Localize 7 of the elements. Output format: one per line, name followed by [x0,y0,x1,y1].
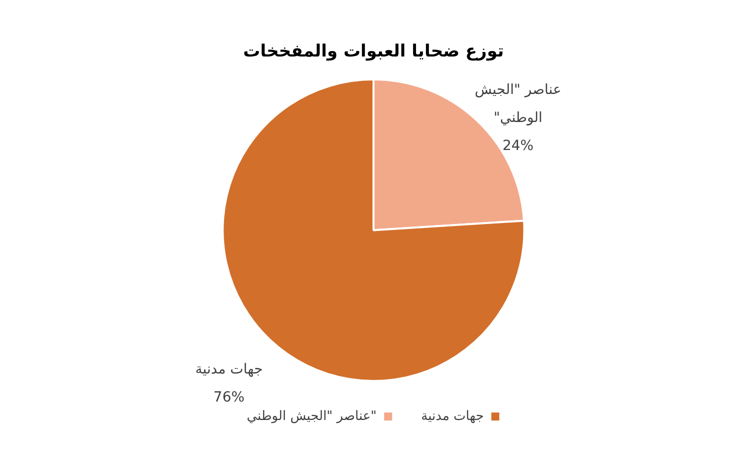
chart-title: توزع ضحايا العبوات والمفخخات [243,42,504,62]
legend-label: جهات مدنية [421,408,484,424]
data-label: 24% [502,138,534,154]
data-label: 76% [213,390,245,406]
slice-label: جهات مدنية [195,362,263,378]
slice-label: عناصر "الجيش الوطني" [474,82,562,126]
legend-label: عناصر "الجيش الوطني" [246,408,377,424]
